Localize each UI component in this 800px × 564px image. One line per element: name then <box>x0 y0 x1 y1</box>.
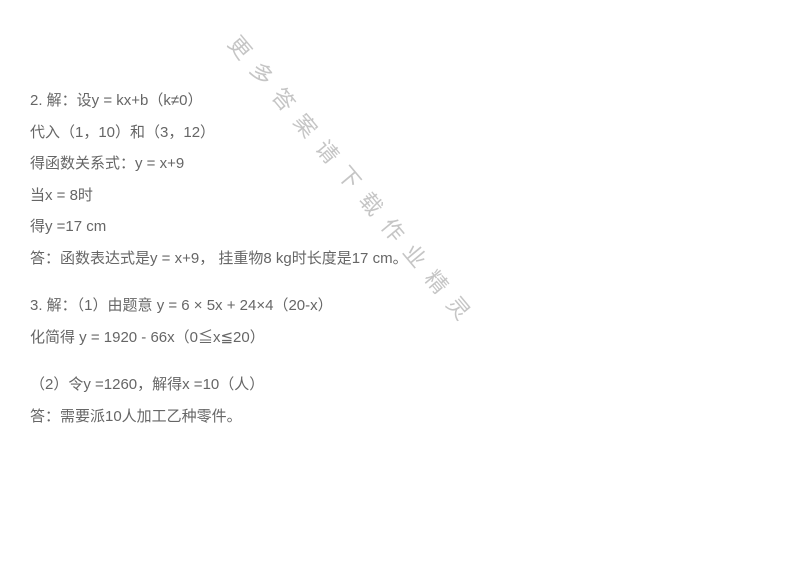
paragraph-gap <box>30 358 770 374</box>
solution-line: 代入（1，10）和（3，12） <box>30 122 770 145</box>
paragraph-gap <box>30 279 770 295</box>
solution-line: （2）令y =1260，解得x =10（人） <box>30 374 770 397</box>
solution-line: 化简得 y = 1920 - 66x（0≦x≦20） <box>30 327 770 350</box>
solution-line: 得函数关系式：y = x+9 <box>30 153 770 176</box>
solution-line: 当x = 8时 <box>30 185 770 208</box>
solution-line: 答：函数表达式是y = x+9， 挂重物8 kg时长度是17 cm。 <box>30 248 770 271</box>
solution-line: 得y =17 cm <box>30 216 770 239</box>
solution-line: 答：需要派10人加工乙种零件。 <box>30 406 770 429</box>
solution-line: 3. 解：（1）由题意 y = 6 × 5x + 24×4（20-x） <box>30 295 770 318</box>
document-body: 2. 解：设y = kx+b（k≠0） 代入（1，10）和（3，12） 得函数关… <box>30 90 770 437</box>
solution-line: 2. 解：设y = kx+b（k≠0） <box>30 90 770 113</box>
